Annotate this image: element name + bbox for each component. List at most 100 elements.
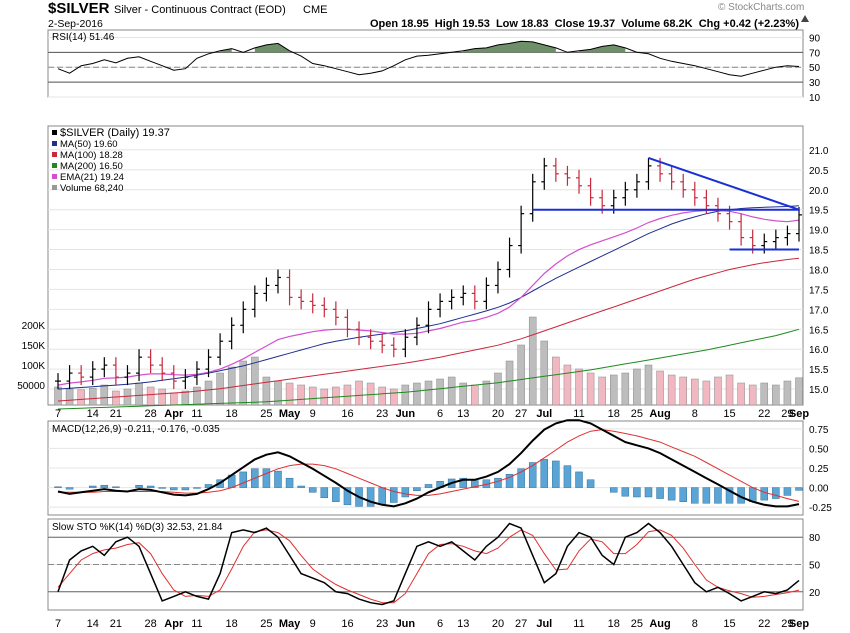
x-tick-label: 29 xyxy=(781,408,793,420)
macd-histogram-bar xyxy=(772,487,780,499)
macd-histogram-bar xyxy=(54,486,62,488)
macd-histogram-bar xyxy=(112,486,120,488)
x-tick-label: 21 xyxy=(110,618,122,630)
x-tick-label: 8 xyxy=(692,618,698,630)
volume-bar xyxy=(633,368,641,406)
x-tick-label: 27 xyxy=(515,618,527,630)
x-tick-label: 21 xyxy=(110,408,122,420)
volume-bar xyxy=(378,386,386,406)
rsi-overbought-area xyxy=(463,41,556,53)
y-tick-label: 0.00 xyxy=(809,484,829,495)
date-axis: 7 7 14 14 21 21 28 28 Apr Apr 11 11 18 18 25 25 May May 9 9… xyxy=(55,408,809,630)
volume-bar xyxy=(528,316,537,406)
macd-histogram-bar xyxy=(459,477,467,488)
volume-bar xyxy=(552,356,560,406)
x-tick-label: 6 xyxy=(437,408,443,420)
price-panel: 21.0 20.5 20.0 19.5 19.0 18.5 18.0 17.5 17.0 16.5… xyxy=(17,127,829,410)
volume-bar xyxy=(262,376,271,406)
x-tick-label: 23 xyxy=(376,618,388,630)
volume-bar xyxy=(702,380,711,406)
y-tick-label: 18.5 xyxy=(809,246,829,257)
macd-histogram-bar xyxy=(505,474,514,488)
macd-histogram-bar xyxy=(563,465,572,488)
volume-bar xyxy=(181,390,190,406)
ma100-line xyxy=(57,257,800,402)
y-tick-label: 19.5 xyxy=(809,206,829,217)
y-tick-label: 70 xyxy=(809,48,821,59)
volume-bar xyxy=(586,372,595,406)
volume-bar xyxy=(598,376,606,406)
volume-tick-label: 100K xyxy=(22,361,46,372)
volume-bar xyxy=(251,356,259,406)
macd-histogram-bar xyxy=(610,487,618,493)
x-tick-label: 14 xyxy=(87,408,99,420)
rsi-panel: 90 70 50 30 10 RSI(14) 51.46 xyxy=(48,32,821,104)
volume-bar xyxy=(783,380,792,406)
macd-histogram-bar xyxy=(783,487,792,496)
rsi-line xyxy=(57,40,800,77)
macd-histogram-bar xyxy=(528,462,537,488)
y-tick-label: 20.0 xyxy=(809,186,829,197)
macd-histogram-bar xyxy=(633,487,641,498)
volume-bar xyxy=(204,380,213,406)
macd-histogram-bar xyxy=(656,487,664,499)
y-tick-label: 80 xyxy=(809,533,821,544)
scroll-up-icon[interactable] xyxy=(801,15,809,22)
chart-date: 2-Sep-2016 xyxy=(48,18,103,30)
x-tick-label: May xyxy=(279,408,301,420)
macd-histogram-bar xyxy=(135,484,143,488)
volume-bar xyxy=(320,388,329,406)
volume-bar xyxy=(575,368,583,406)
macd-histogram-bar xyxy=(332,487,340,502)
macd-histogram-bar xyxy=(158,487,166,489)
volume-bar xyxy=(332,386,340,406)
watermark: © StockCharts.com xyxy=(718,2,804,13)
rsi-title: RSI(14) 51.46 xyxy=(52,32,115,43)
macd-histogram-bar xyxy=(621,487,630,497)
x-tick-label: 15 xyxy=(723,408,735,420)
legend-label: MA(100) 18.28 xyxy=(60,150,123,161)
volume-bar xyxy=(795,377,803,406)
macd-histogram-bar xyxy=(343,487,352,506)
volume-bar xyxy=(285,382,294,406)
volume-bar xyxy=(343,384,352,406)
x-tick-label: 25 xyxy=(631,618,643,630)
y-tick-label: 18.0 xyxy=(809,265,829,276)
macd-histogram-bar xyxy=(390,487,398,503)
macd-title: MACD(12,26,9) -0.211, -0.176, -0.035 xyxy=(52,424,220,435)
x-tick-label: Jul xyxy=(536,408,552,420)
panel-frame-1 xyxy=(47,125,804,406)
volume-bar xyxy=(447,376,456,406)
x-tick-label: Apr xyxy=(164,618,184,630)
y-tick-label: 50 xyxy=(809,63,821,74)
volume-bar xyxy=(65,388,74,406)
legend-label: Volume 68,240 xyxy=(60,183,123,194)
y-tick-label: 16.0 xyxy=(809,345,829,356)
volume-bar xyxy=(88,387,97,406)
x-tick-label: Apr xyxy=(164,408,184,420)
volume-bar xyxy=(355,380,363,406)
x-tick-label: 13 xyxy=(457,618,469,630)
macd-signal-line xyxy=(58,429,800,502)
volume-bar xyxy=(540,340,549,406)
y-tick-label: 0.75 xyxy=(809,425,829,436)
volume-bar xyxy=(193,386,201,406)
x-tick-label: 9 xyxy=(310,618,316,630)
x-tick-label: Jun xyxy=(396,618,416,630)
macd-histogram-bar xyxy=(644,487,653,498)
volume-bar xyxy=(760,382,769,406)
x-tick-label: Sep xyxy=(789,408,809,420)
y-tick-label: -0.25 xyxy=(809,503,832,514)
volume-bar xyxy=(424,380,433,406)
volume-bar xyxy=(390,388,398,406)
x-tick-label: 18 xyxy=(608,618,620,630)
quote-summary: Open 18.95 High 19.53 Low 18.83 Close 19… xyxy=(370,18,799,30)
x-tick-label: 7 xyxy=(55,408,61,420)
x-tick-label: 11 xyxy=(191,618,202,630)
volume-bar xyxy=(77,389,85,406)
volume-bar xyxy=(401,384,410,406)
volume-bar xyxy=(54,386,62,406)
macd-histogram-bar xyxy=(401,487,410,498)
macd-histogram-bar xyxy=(586,479,595,488)
x-tick-label: Jun xyxy=(396,408,416,420)
